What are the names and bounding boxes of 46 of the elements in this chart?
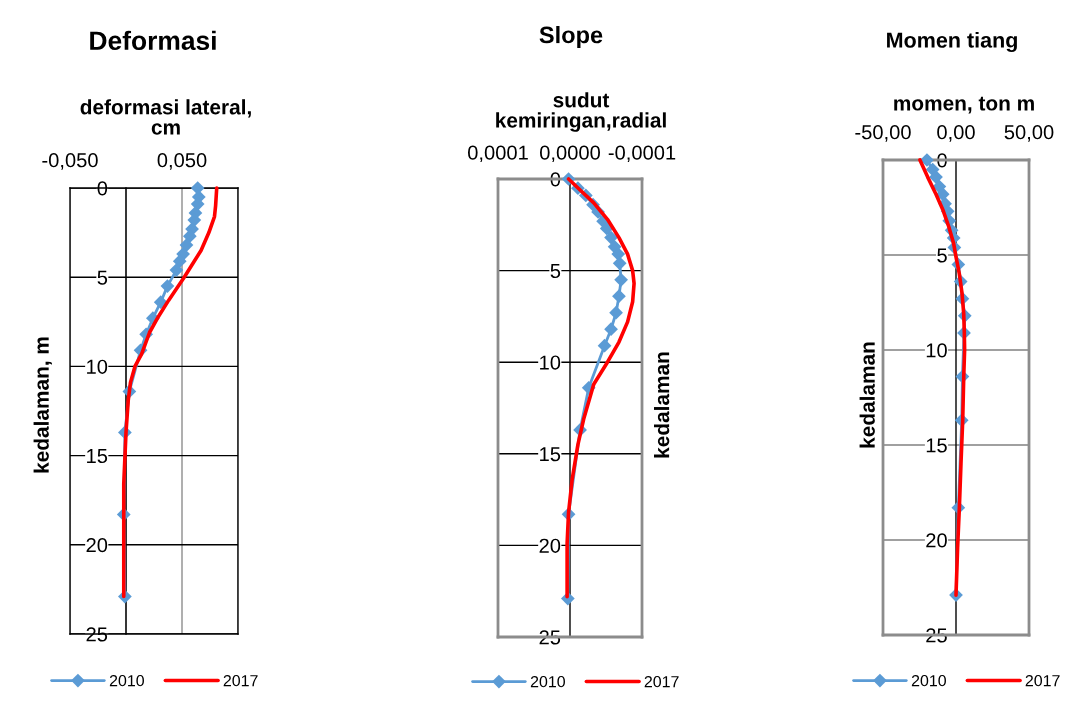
point [604,230,618,245]
y-tick-label: 5 [937,248,947,263]
legend-label: 2017 [223,674,258,687]
y-axis-title: kedalaman [859,342,875,448]
legend-label: 2010 [530,675,565,688]
legend-label: 2017 [644,675,679,688]
x-tick-label: 50,00 [1004,125,1054,142]
y-tick-label: 20 [926,533,947,548]
x-tick-label: -50,00 [855,125,911,142]
point [612,289,626,304]
point [179,238,194,252]
point [597,338,612,353]
y-tick-label: 10 [540,355,561,370]
y-tick-label: 5 [97,270,108,285]
x-tick-label: -0,050 [42,153,98,170]
x-tick-label: 0,0000 [539,145,601,163]
x-axis-title: sudut kemiringan,radial [496,92,666,132]
chart-title: Momen tiang [887,31,1017,53]
y-tick-label: 20 [86,538,108,553]
x-axis-title: deformasi lateral, cm [80,99,251,135]
chart-title: Deformasi [90,30,216,51]
point [614,272,628,287]
x-tick-label: -0,0001 [608,145,676,163]
y-tick-label: 20 [539,538,561,553]
x-tick-label: 0,00 [937,125,975,142]
point [604,322,618,337]
legend-label: 2010 [911,674,946,687]
x-tick-label: 0,0001 [467,145,528,163]
legend-label: 2017 [1025,674,1060,687]
y-tick-label: 15 [87,449,108,464]
y-axis-title: kedalaman [654,352,670,458]
y-tick-label: 5 [550,264,561,279]
y-tick-label: 10 [87,359,108,374]
point [609,305,623,320]
legend-label: 2010 [109,674,144,687]
y-tick-label: 10 [926,343,947,358]
y-tick-label: 15 [926,438,947,453]
chart-title: Slope [539,26,603,48]
y-axis-title: kedalaman, m [33,337,52,473]
point [611,247,626,261]
point [160,279,175,293]
point [169,263,184,277]
point [612,256,627,271]
y-tick-label: 15 [540,447,561,462]
x-tick-label: 0,050 [157,153,207,170]
x-axis-title: momen, ton m [894,96,1034,114]
